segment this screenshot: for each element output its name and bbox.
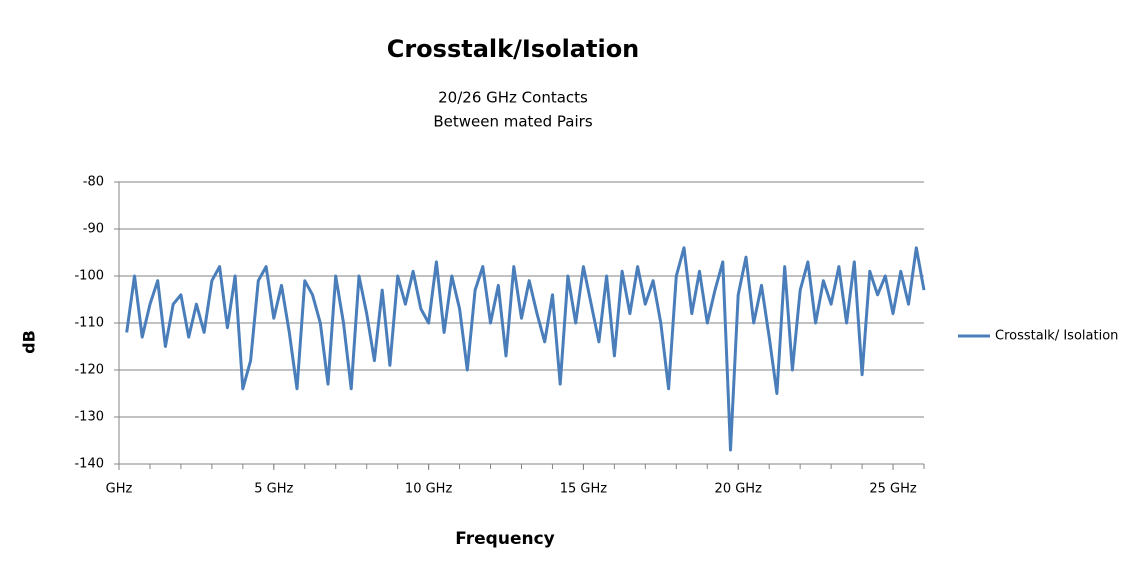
y-tick-label: -140 (74, 457, 104, 472)
y-tick-label: -130 (74, 410, 104, 425)
y-tick-label: -120 (74, 363, 104, 378)
x-tick-label: 15 GHz (560, 482, 608, 497)
y-tick-label: -80 (83, 175, 104, 190)
y-tick-label: -90 (83, 222, 104, 237)
y-tick-label: -110 (74, 316, 104, 331)
subtitle: Between mated Pairs (433, 113, 593, 131)
chart-title: Crosstalk/Isolation (387, 35, 640, 63)
x-axis-label: Frequency (455, 529, 555, 549)
x-tick-label: 10 GHz (405, 482, 453, 497)
y-tick-label: -100 (74, 269, 104, 284)
x-tick-label: 5 GHz (254, 482, 293, 497)
subtitle: 20/26 GHz Contacts (438, 89, 588, 107)
x-tick-label: 20 GHz (715, 482, 763, 497)
data-line (125, 246, 926, 452)
x-tick-label: 25 GHz (869, 482, 917, 497)
y-axis-label: dB (20, 330, 39, 354)
x-tick-label: GHz (106, 482, 133, 497)
legend-label: Crosstalk/ Isolation (995, 329, 1118, 344)
